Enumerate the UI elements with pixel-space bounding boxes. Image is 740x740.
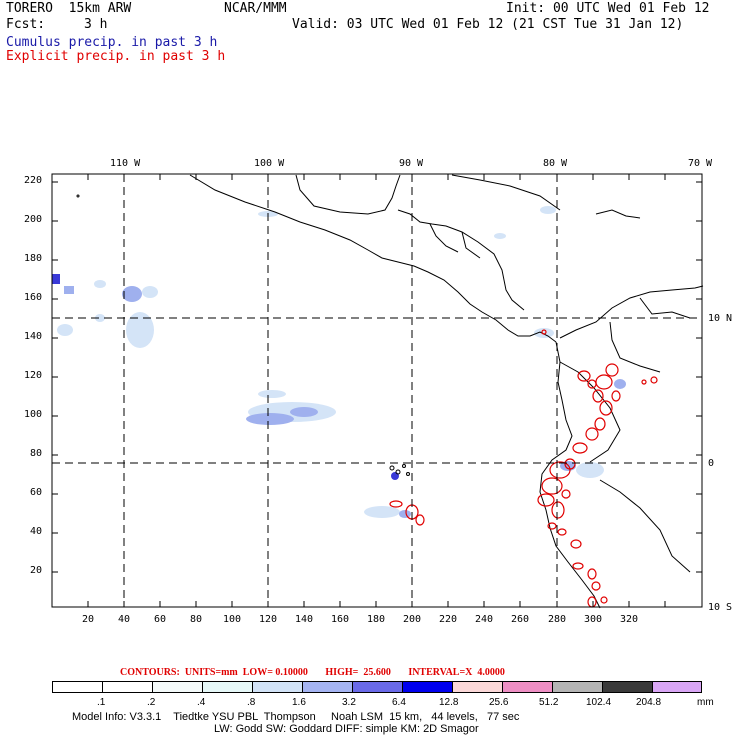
colorbar-label: 3.2: [342, 697, 356, 708]
tick-marks: [52, 174, 702, 607]
y-tick-label: 20: [30, 565, 43, 576]
y-tick-label: 220: [24, 175, 43, 186]
init-time: Init: 00 UTC Wed 01 Feb 12: [506, 1, 710, 16]
colorbar-swatch: [252, 681, 303, 693]
lon-label: 80 W: [543, 158, 568, 169]
contours-info: CONTOURS: UNITS=mm LOW= 0.10000 HIGH= 25…: [120, 667, 505, 678]
y-tick-label: 180: [24, 253, 43, 264]
colorbar-label: 6.4: [392, 697, 406, 708]
x-tick-label: 100: [223, 614, 242, 625]
x-tick-label: 140: [295, 614, 314, 625]
colorbar-swatch: [302, 681, 353, 693]
x-tick-label: 180: [367, 614, 386, 625]
colorbar-swatch: [202, 681, 253, 693]
colorbar-label: 102.4: [586, 697, 612, 708]
lat-label: 0: [708, 458, 715, 469]
x-tick-label: 40: [118, 614, 131, 625]
legend-cumulus: Cumulus precip. in past 3 h: [6, 35, 218, 50]
x-tick-label: 280: [548, 614, 567, 625]
forecast-hours: 3 h: [84, 17, 108, 32]
colorbar: [52, 681, 702, 693]
colorbar-swatch: [452, 681, 503, 693]
explicit-precip-contours: [389, 329, 658, 608]
colorbar-swatch: [402, 681, 453, 693]
colorbar-label: .2: [147, 697, 156, 708]
valid-time: Valid: 03 UTC Wed 01 Feb 12 (21 CST Tue …: [292, 17, 684, 32]
forecast-label: Fcst:: [6, 17, 46, 32]
lon-label: 100 W: [254, 158, 285, 169]
x-tick-label: 220: [439, 614, 458, 625]
colorbar-swatch: [352, 681, 403, 693]
x-tick-label: 60: [154, 614, 167, 625]
x-tick-label: 80: [190, 614, 203, 625]
colorbar-label: 25.6: [489, 697, 509, 708]
colorbar-swatch: [52, 681, 103, 693]
colorbar-swatch: [602, 681, 653, 693]
x-tick-label: 240: [475, 614, 494, 625]
colorbar-label: .1: [97, 697, 106, 708]
org-label: NCAR/MMM: [224, 1, 287, 16]
colorbar-label: 12.8: [439, 697, 459, 708]
x-tick-label: 120: [259, 614, 278, 625]
x-tick-label: 260: [511, 614, 530, 625]
colorbar-swatch: [652, 681, 702, 693]
map-frame: [51, 173, 703, 608]
lon-label: 110 W: [110, 158, 141, 169]
x-tick-label: 200: [403, 614, 422, 625]
lat-label: 10 S: [708, 602, 733, 613]
y-tick-label: 160: [24, 292, 43, 303]
colorbar-label: .4: [197, 697, 206, 708]
x-tick-label: 320: [620, 614, 639, 625]
y-tick-label: 100: [24, 409, 43, 420]
colorbar-label: 204.8: [636, 697, 662, 708]
x-tick-label: 160: [331, 614, 350, 625]
colorbar-label: 1.6: [292, 697, 306, 708]
model-info-line1: Model Info: V3.3.1 Tiedtke YSU PBL Thomp…: [72, 711, 520, 723]
model-info-line2: LW: Godd SW: Goddard DIFF: simple KM: 2D…: [214, 723, 479, 735]
y-tick-label: 80: [30, 448, 43, 459]
lat-label: 10 N: [708, 313, 733, 324]
x-tick-label: 20: [82, 614, 95, 625]
colorbar-label: .8: [247, 697, 256, 708]
y-tick-label: 40: [30, 526, 43, 537]
y-tick-label: 200: [24, 214, 43, 225]
model-title: TORERO 15km ARW: [6, 1, 132, 16]
colorbar-swatch: [102, 681, 153, 693]
y-tick-label: 60: [30, 487, 43, 498]
lon-label: 70 W: [688, 158, 713, 169]
x-tick-label: 300: [584, 614, 603, 625]
grid-lines: [52, 174, 702, 607]
colorbar-swatch: [152, 681, 203, 693]
colorbar-swatch: [552, 681, 603, 693]
colorbar-label: 51.2: [539, 697, 559, 708]
y-tick-label: 120: [24, 370, 43, 381]
coastlines: [76, 174, 704, 609]
colorbar-unit: mm: [697, 697, 714, 708]
cumulus-precip: [52, 206, 626, 518]
legend-explicit: Explicit precip. in past 3 h: [6, 49, 226, 64]
colorbar-swatch: [502, 681, 553, 693]
lon-label: 90 W: [399, 158, 424, 169]
y-tick-label: 140: [24, 331, 43, 342]
